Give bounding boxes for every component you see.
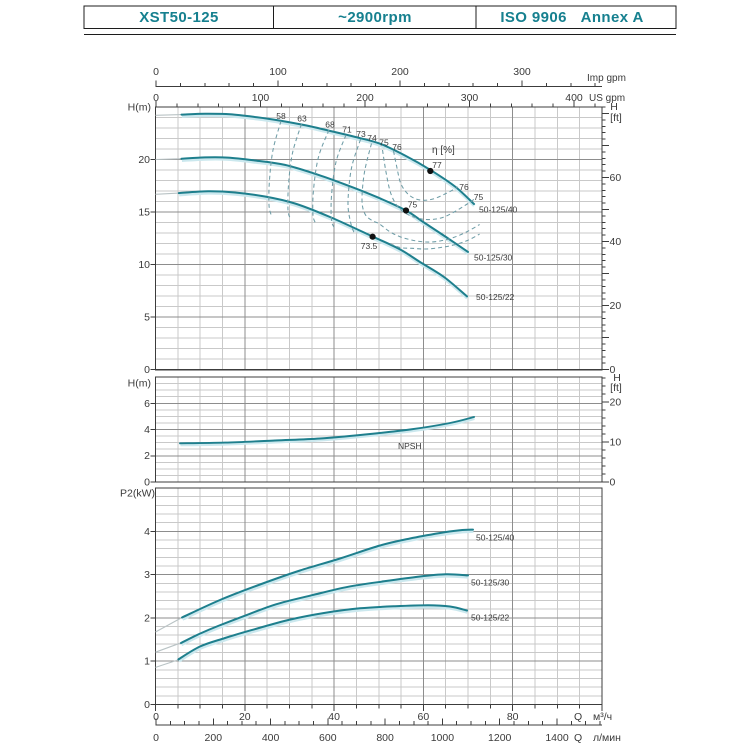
svg-text:71: 71	[342, 125, 352, 135]
svg-text:80: 80	[507, 711, 519, 723]
svg-text:NPSH: NPSH	[398, 441, 422, 451]
svg-text:20: 20	[239, 711, 251, 723]
svg-text:0: 0	[144, 364, 150, 376]
svg-text:75: 75	[474, 192, 484, 202]
svg-text:0: 0	[153, 732, 159, 744]
svg-text:H(m): H(m)	[128, 102, 151, 114]
svg-text:400: 400	[565, 92, 583, 104]
svg-text:50-125/30: 50-125/30	[474, 253, 513, 263]
svg-text:H: H	[613, 372, 621, 384]
svg-text:75: 75	[408, 200, 418, 210]
svg-text:2: 2	[144, 450, 150, 462]
svg-text:10: 10	[138, 259, 150, 271]
svg-text:0: 0	[153, 711, 159, 723]
svg-text:200: 200	[391, 66, 409, 78]
svg-text:P2(kW): P2(kW)	[120, 488, 155, 500]
svg-text:400: 400	[262, 732, 280, 744]
svg-text:40: 40	[610, 236, 622, 248]
svg-text:XST50-125: XST50-125	[139, 9, 218, 26]
svg-text:60: 60	[418, 711, 430, 723]
svg-text:800: 800	[376, 732, 394, 744]
svg-text:50-125/22: 50-125/22	[471, 613, 510, 623]
svg-text:68: 68	[325, 120, 335, 130]
svg-text:20: 20	[138, 154, 150, 166]
svg-text:л/мин: л/мин	[593, 732, 621, 744]
svg-text:[ft]: [ft]	[610, 382, 622, 394]
svg-text:0: 0	[144, 699, 150, 711]
svg-text:60: 60	[610, 172, 622, 184]
svg-text:76: 76	[392, 142, 402, 152]
svg-text:4: 4	[144, 526, 150, 538]
svg-text:74: 74	[367, 133, 377, 143]
svg-text:75: 75	[379, 138, 389, 148]
svg-text:58: 58	[276, 111, 286, 121]
svg-text:100: 100	[269, 66, 287, 78]
svg-text:1200: 1200	[488, 732, 512, 744]
svg-text:Q: Q	[574, 732, 582, 744]
svg-text:76: 76	[459, 182, 469, 192]
svg-text:50-125/40: 50-125/40	[476, 533, 515, 543]
svg-text:2: 2	[144, 612, 150, 624]
svg-text:0: 0	[153, 92, 159, 104]
svg-text:Imp gpm: Imp gpm	[587, 73, 626, 84]
svg-text:0: 0	[153, 66, 159, 78]
svg-text:H: H	[610, 101, 618, 113]
svg-text:300: 300	[513, 66, 531, 78]
svg-text:η [%]: η [%]	[432, 145, 455, 156]
svg-text:20: 20	[610, 397, 622, 409]
svg-text:40: 40	[328, 711, 340, 723]
svg-text:77: 77	[432, 160, 442, 170]
svg-text:100: 100	[252, 92, 270, 104]
svg-text:0: 0	[610, 477, 616, 489]
svg-text:[ft]: [ft]	[610, 112, 622, 124]
svg-text:0: 0	[144, 477, 150, 489]
svg-text:м³/ч: м³/ч	[593, 711, 612, 723]
svg-text:15: 15	[138, 207, 150, 219]
svg-text:600: 600	[319, 732, 337, 744]
svg-text:50-125/30: 50-125/30	[471, 578, 510, 588]
svg-text:63: 63	[297, 114, 307, 124]
svg-text:50-125/22: 50-125/22	[476, 292, 515, 302]
svg-text:10: 10	[610, 437, 622, 449]
svg-text:1000: 1000	[431, 732, 455, 744]
svg-text:300: 300	[461, 92, 479, 104]
svg-text:20: 20	[610, 300, 622, 312]
svg-text:ISO 9906 Annex A: ISO 9906 Annex A	[500, 9, 643, 26]
svg-text:4: 4	[144, 424, 150, 436]
svg-text:~2900rpm: ~2900rpm	[338, 9, 412, 26]
svg-text:US gpm: US gpm	[589, 93, 625, 104]
svg-text:0: 0	[610, 364, 616, 376]
svg-text:73: 73	[356, 129, 366, 139]
svg-text:50-125/40: 50-125/40	[479, 205, 518, 215]
svg-text:H(m): H(m)	[128, 378, 151, 390]
svg-text:200: 200	[356, 92, 374, 104]
svg-text:Q: Q	[574, 711, 582, 723]
svg-text:73.5: 73.5	[361, 241, 378, 251]
svg-text:6: 6	[144, 398, 150, 410]
svg-text:200: 200	[205, 732, 223, 744]
svg-text:3: 3	[144, 569, 150, 581]
svg-text:1400: 1400	[545, 732, 569, 744]
svg-text:5: 5	[144, 312, 150, 324]
svg-text:1: 1	[144, 656, 150, 668]
